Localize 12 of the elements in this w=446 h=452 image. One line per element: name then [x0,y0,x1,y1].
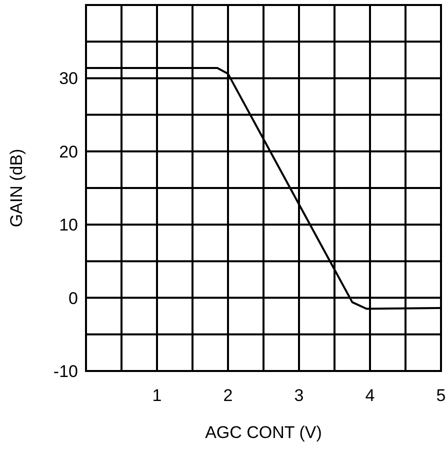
x-tick-label: 1 [152,386,162,405]
x-tick-label: 5 [436,386,446,405]
y-tick-label: -10 [53,362,78,381]
x-tick-label: 2 [223,386,233,405]
y-tick-label: 30 [59,69,78,88]
x-tick-label: 3 [294,386,304,405]
y-tick-label: 20 [59,142,78,162]
x-axis-title: AGC CONT (V) [205,423,322,442]
y-tick-label: 0 [68,288,78,308]
y-axis-title: GAIN (dB) [7,148,26,228]
x-tick-label: 4 [365,386,375,405]
y-tick-label: 10 [59,216,78,235]
